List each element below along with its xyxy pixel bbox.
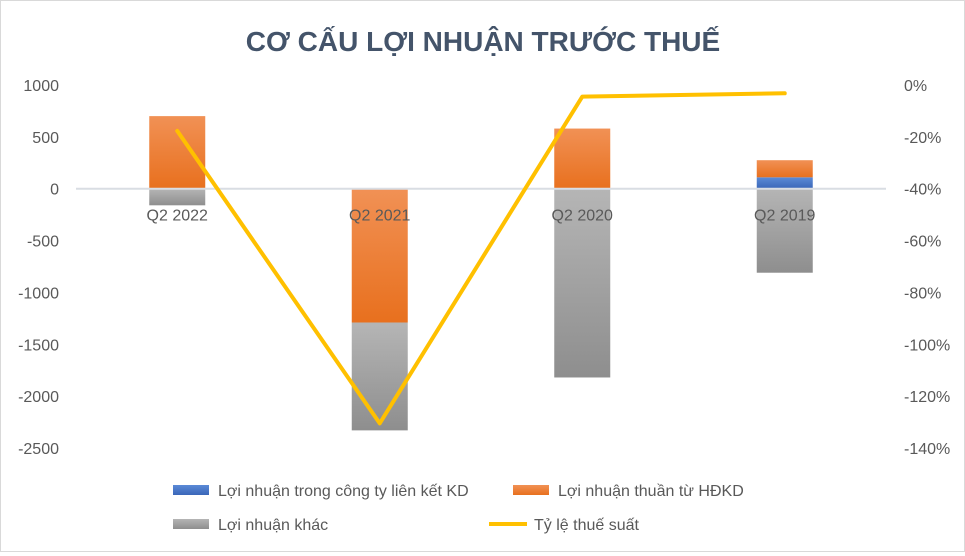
chart-title: CƠ CẤU LỢI NHUẬN TRƯỚC THUẾ [246, 26, 720, 57]
y-right-tick-label: -60% [904, 234, 941, 251]
bar-1-0 [149, 116, 205, 189]
x-tick-label: Q2 2020 [552, 208, 613, 225]
x-tick-label: Q2 2022 [147, 208, 208, 225]
x-tick-label: Q2 2019 [754, 208, 815, 225]
y-right-tick-label: -40% [904, 182, 941, 199]
y-right-tick-label: -80% [904, 285, 941, 302]
y-left-tick-label: -500 [27, 234, 59, 251]
bar-0-3 [757, 177, 813, 188]
bar-1-2 [554, 129, 610, 189]
legend-swatch [173, 519, 209, 529]
y-left-tick-label: 0 [50, 182, 59, 199]
bar-2-0 [149, 189, 205, 206]
bar-1-3 [757, 160, 813, 177]
legend-swatch [513, 485, 549, 495]
legend-label: Tỷ lệ thuế suất [534, 517, 640, 534]
legend-label: Lợi nhuận thuần từ HĐKD [558, 483, 744, 500]
y-left-tick-label: -2500 [18, 441, 59, 458]
y-left-tick-label: 500 [32, 130, 59, 147]
y-right-tick-label: 0% [904, 78, 927, 95]
y-left-tick-label: 1000 [23, 78, 59, 95]
bar-2-1 [352, 323, 408, 431]
line-series [177, 93, 785, 423]
legend-label: Lợi nhuận trong công ty liên kết KD [218, 483, 469, 500]
bar-2-3 [757, 189, 813, 273]
y-right-tick-label: -20% [904, 130, 941, 147]
legend-swatch [173, 485, 209, 495]
y-left-tick-label: -1000 [18, 285, 59, 302]
y-right-tick-label: -100% [904, 337, 950, 354]
y-right-tick-label: -140% [904, 441, 950, 458]
x-tick-label: Q2 2021 [349, 208, 410, 225]
y-right-tick-label: -120% [904, 389, 950, 406]
legend-label: Lợi nhuận khác [218, 517, 328, 534]
y-left-tick-label: -2000 [18, 389, 59, 406]
y-left-tick-label: -1500 [18, 337, 59, 354]
